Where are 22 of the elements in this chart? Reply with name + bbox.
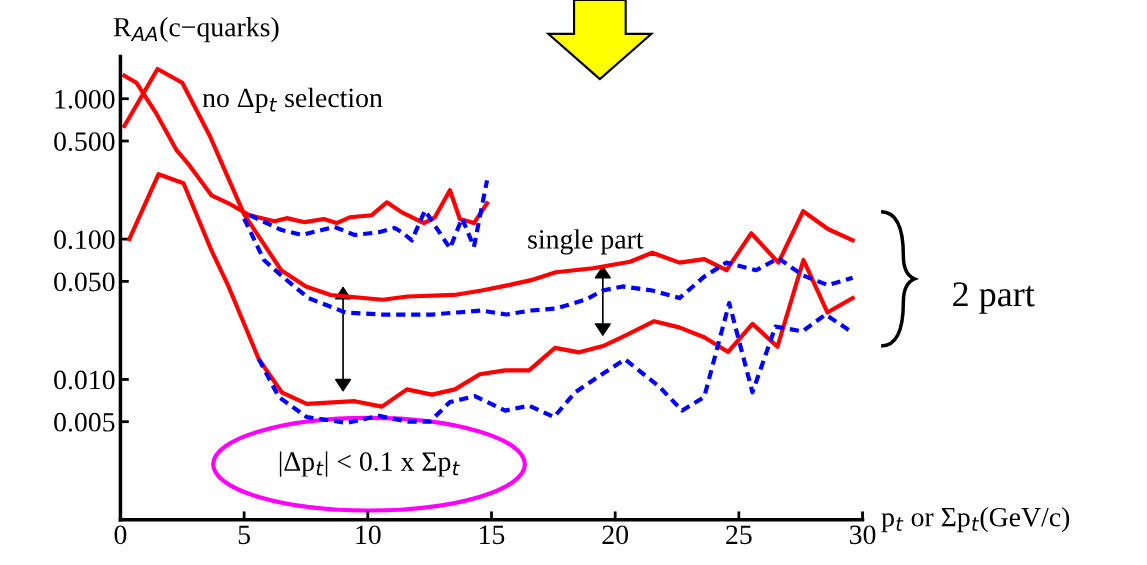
x-tick-label: 0 [114, 525, 127, 545]
x-tick-label: 15 [480, 525, 505, 545]
y-axis-title: R$_{AA}$(c−quarks) [113, 17, 279, 43]
annotation: no Δp$_{t}$ selection [202, 87, 383, 113]
line-series [122, 66, 855, 302]
annotation: |Δp$_{t}$| < 0.1 x Σp$_{t}$ [279, 451, 460, 477]
line-series [242, 216, 855, 317]
x-tick-label: 5 [238, 525, 250, 545]
y-tick-label: 0.005 [54, 412, 115, 432]
y-tick-label: 1.000 [55, 89, 115, 109]
x-tick-label: 30 [849, 525, 876, 545]
y-tick-label: 0.100 [54, 230, 115, 250]
text: 2 part [953, 282, 1035, 314]
y-tick-label: 0.500 [54, 132, 115, 152]
x-tick-label: 20 [602, 525, 628, 545]
y-tick-label: 0.010 [54, 370, 115, 390]
x-axis-title: p$_{t}$ or Σp$_{t}$(GeV/c) [881, 507, 1070, 533]
x-tick-label: 10 [356, 525, 381, 545]
y-tick-label: 0.050 [54, 272, 115, 292]
annotation: single part [528, 229, 644, 255]
line-series [127, 172, 855, 409]
x-tick-label: 25 [726, 525, 752, 545]
